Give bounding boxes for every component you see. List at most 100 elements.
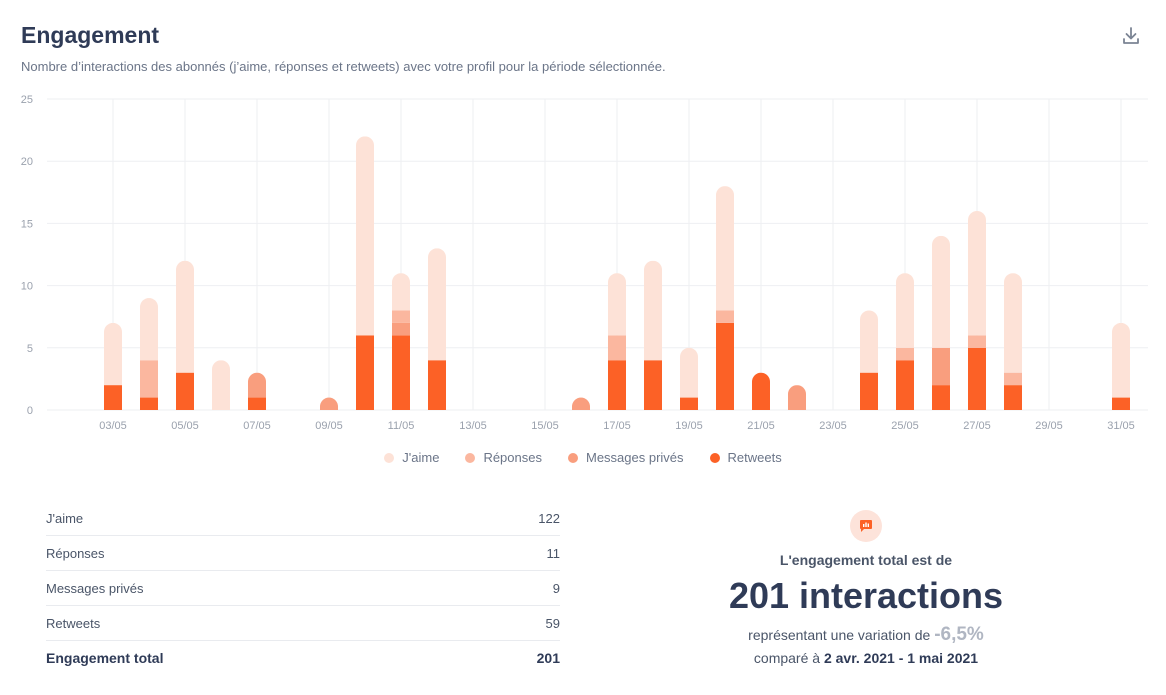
- bar-messages-07-05[interactable]: [248, 372, 266, 398]
- bar-stack: [932, 235, 950, 410]
- summary-row-replies: Réponses 11: [46, 536, 560, 571]
- bar-stack: [104, 322, 122, 410]
- bar-retweets-19-05[interactable]: [680, 397, 698, 410]
- x-tick-label: 07/05: [243, 420, 271, 432]
- summary-row-retweets: Retweets 59: [46, 606, 560, 641]
- engagement-total: 201 interactions: [728, 575, 1004, 616]
- variation-value: -6,5%: [934, 624, 984, 645]
- bar-retweets-18-05[interactable]: [644, 360, 662, 410]
- summary-value: 9: [552, 580, 560, 596]
- page-subtitle: Nombre d’interactions des abonnés (j’aim…: [21, 59, 666, 74]
- bar-retweets-27-05[interactable]: [968, 347, 986, 410]
- bar-messages-26-05[interactable]: [932, 347, 950, 386]
- bar-replies-27-05[interactable]: [968, 335, 986, 348]
- legend-label-replies: Réponses: [483, 450, 542, 465]
- x-tick-label: 15/05: [531, 420, 559, 432]
- summary-table: J'aime 122 Réponses 11 Messages privés 9…: [46, 501, 560, 675]
- bar-retweets-12-05[interactable]: [428, 360, 446, 410]
- legend-item-replies[interactable]: Réponses: [465, 450, 542, 465]
- x-tick-label: 23/05: [819, 420, 847, 432]
- bar-replies-11-05[interactable]: [392, 310, 410, 323]
- engagement-bar-chart: 0 5 10 15 20 25 03/05 05/05 07/05 09/05 11/05 13/05…: [21, 94, 1148, 432]
- bar-messages-22-05[interactable]: [788, 385, 806, 410]
- bar-retweets-31-05[interactable]: [1112, 397, 1130, 410]
- summary-value: 122: [538, 510, 560, 526]
- bar-likes-24-05[interactable]: [860, 310, 878, 373]
- bar-replies-04-05[interactable]: [140, 360, 158, 398]
- bar-retweets-07-05[interactable]: [248, 397, 266, 410]
- bar-likes-27-05[interactable]: [968, 210, 986, 336]
- bar-retweets-26-05[interactable]: [932, 385, 950, 410]
- bar-replies-28-05[interactable]: [1004, 372, 1022, 386]
- bar-retweets-10-05[interactable]: [356, 335, 374, 410]
- legend-item-retweets[interactable]: Retweets: [709, 450, 782, 465]
- bar-retweets-28-05[interactable]: [1004, 385, 1022, 410]
- bar-replies-20-05[interactable]: [716, 310, 734, 323]
- bar-messages-16-05[interactable]: [572, 397, 590, 410]
- x-tick-label: 27/05: [963, 420, 991, 432]
- bar-replies-25-05[interactable]: [896, 347, 914, 361]
- x-tick-label: 19/05: [675, 420, 703, 432]
- x-tick-label: 05/05: [171, 420, 199, 432]
- legend-item-messages[interactable]: Messages privés: [567, 450, 684, 465]
- y-tick-label: 25: [21, 94, 33, 106]
- bar-likes-03-05[interactable]: [104, 322, 122, 386]
- bar-retweets-04-05[interactable]: [140, 397, 158, 410]
- legend-dot-retweets: [709, 452, 720, 463]
- x-tick-label: 25/05: [891, 420, 919, 432]
- bar-likes-06-05[interactable]: [212, 360, 230, 410]
- bar-retweets-11-05[interactable]: [392, 335, 410, 410]
- bar-likes-20-05[interactable]: [716, 186, 734, 311]
- download-icon[interactable]: [1119, 24, 1143, 48]
- bar-likes-04-05[interactable]: [140, 298, 158, 361]
- summary-value: 11: [546, 545, 561, 561]
- download-icon-glyph: [1123, 27, 1139, 44]
- x-tick-label: 11/05: [388, 420, 415, 432]
- summary-value: 59: [545, 615, 560, 631]
- bar-likes-26-05[interactable]: [932, 235, 950, 348]
- bar-likes-10-05[interactable]: [356, 136, 374, 336]
- summary-row-likes: J'aime 122: [46, 501, 560, 536]
- bar-retweets-03-05[interactable]: [104, 385, 122, 410]
- summary-label: Réponses: [46, 545, 105, 561]
- bar-likes-11-05[interactable]: [392, 273, 410, 311]
- bar-likes-18-05[interactable]: [644, 260, 662, 361]
- bar-stack: [752, 372, 770, 410]
- bar-likes-28-05[interactable]: [1004, 273, 1022, 373]
- bar-retweets-17-05[interactable]: [608, 360, 626, 410]
- bar-likes-25-05[interactable]: [896, 273, 914, 348]
- bar-stack: [968, 210, 986, 410]
- legend-dot-messages: [567, 452, 578, 463]
- bar-likes-12-05[interactable]: [428, 248, 446, 361]
- bar-stack: [788, 385, 806, 410]
- summary-label: Messages privés: [46, 580, 144, 596]
- bar-likes-05-05[interactable]: [176, 260, 194, 373]
- bar-messages-11-05[interactable]: [392, 322, 410, 336]
- bar-retweets-25-05[interactable]: [896, 360, 914, 410]
- chart-legend: J'aime Réponses Messages privés Retweets: [0, 450, 1166, 465]
- bar-retweets-21-05[interactable]: [752, 372, 770, 410]
- bar-stack: [680, 347, 698, 410]
- bar-likes-17-05[interactable]: [608, 273, 626, 336]
- legend-label-retweets: Retweets: [727, 450, 782, 465]
- y-tick-label: 15: [21, 218, 33, 230]
- bar-replies-17-05[interactable]: [608, 335, 626, 361]
- bar-retweets-20-05[interactable]: [716, 322, 734, 410]
- bar-stack: [572, 397, 590, 410]
- chart-bubble-icon-glyph: [860, 520, 872, 532]
- bar-retweets-05-05[interactable]: [176, 372, 194, 410]
- x-tick-label: 13/05: [459, 420, 487, 432]
- bar-stack: [176, 260, 194, 410]
- bar-likes-31-05[interactable]: [1112, 322, 1130, 398]
- x-tick-label: 09/05: [315, 420, 343, 432]
- chart-bubble-icon: [850, 510, 882, 542]
- bar-messages-09-05[interactable]: [320, 397, 338, 410]
- bar-likes-19-05[interactable]: [680, 347, 698, 398]
- engagement-variation: représentant une variation de -6,5%: [600, 624, 1132, 646]
- legend-item-likes[interactable]: J'aime: [384, 450, 439, 465]
- bar-stack: [356, 136, 374, 410]
- x-tick-label: 03/05: [99, 420, 127, 432]
- summary-total-value: 201: [536, 650, 560, 666]
- bar-retweets-24-05[interactable]: [860, 372, 878, 410]
- bar-stack: [248, 372, 266, 410]
